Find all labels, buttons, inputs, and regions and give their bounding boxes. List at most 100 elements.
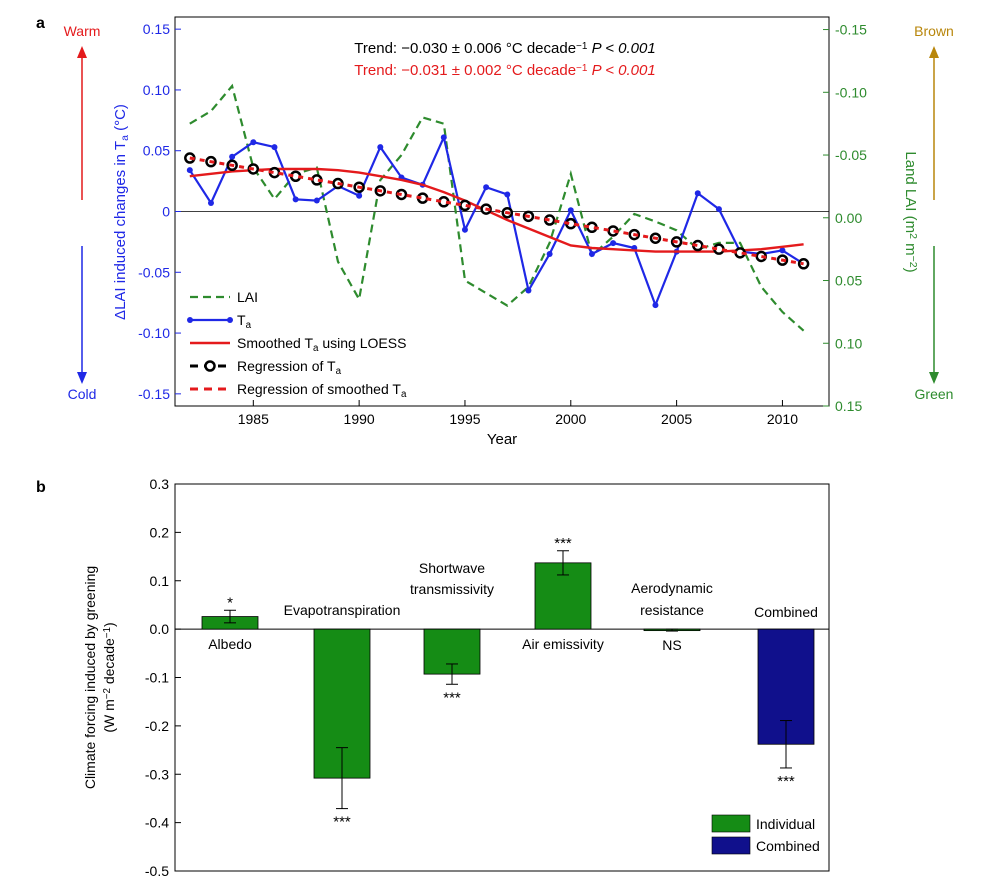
series-ta-point (207, 199, 214, 206)
legend-label-regression-smoothed: Regression of smoothed Ta (237, 381, 407, 400)
y-tick-label-b: 0.0 (150, 621, 170, 637)
legend-label-lai: LAI (237, 289, 258, 305)
category-label-shortwave-1: Shortwave (419, 560, 485, 576)
y-right-tick-label-a: -0.10 (835, 84, 867, 100)
series-ta-point (588, 251, 595, 258)
series-ta-point (694, 190, 701, 197)
legend-label-combined: Combined (756, 838, 820, 854)
panel-label-a: a (36, 15, 45, 32)
category-label-aerodynamic-2: resistance (640, 602, 704, 618)
y-tick-label-b: 0.1 (150, 573, 170, 589)
significance-3: *** (554, 535, 572, 552)
legend-swatch-individual (711, 814, 751, 833)
x-tick-label-a: 1995 (449, 411, 480, 427)
series-ta-point (229, 153, 236, 160)
legend-swatch-combined (711, 836, 751, 855)
x-tick-label-a: 1985 (238, 411, 269, 427)
y-right-tick-label-a: -0.15 (835, 22, 867, 38)
green-arrowhead (929, 372, 939, 384)
y-left-tick-label-a: -0.05 (138, 264, 170, 280)
trend-text-2: Trend: −0.031 ± 0.002 °C decade−1 P < 0.… (354, 62, 655, 79)
y-left-tick-label-a: -0.15 (138, 386, 170, 402)
green-label: Green (915, 386, 954, 402)
y-tick-label-b: 0.3 (150, 476, 170, 492)
cold-arrowhead (77, 372, 87, 384)
legend-label-ta: Ta (237, 312, 252, 331)
legend-label-smoothed: Smoothed Ta using LOESS (237, 335, 406, 354)
series-ta-point (504, 191, 511, 198)
y-axis-label-b: Climate forcing induced by greening (82, 566, 98, 789)
x-tick-label-a: 2000 (555, 411, 586, 427)
brown-label: Brown (914, 23, 954, 39)
y-tick-label-b: -0.4 (145, 815, 169, 831)
y-tick-label-b: 0.2 (150, 524, 170, 540)
x-tick-label-a: 1990 (344, 411, 375, 427)
significance-5: *** (777, 773, 795, 790)
warm-arrowhead (77, 46, 87, 58)
series-ta-point (186, 167, 193, 174)
series-ta-point (377, 144, 384, 151)
x-axis-label-a: Year (487, 431, 517, 448)
y-tick-label-b: -0.3 (145, 766, 169, 782)
category-label-shortwave-2: transmissivity (410, 581, 494, 597)
y-tick-label-b: -0.5 (145, 863, 169, 879)
category-label-albedo: Albedo (208, 636, 252, 652)
y-left-tick-label-a: 0.05 (143, 143, 170, 159)
series-ta-point (440, 134, 447, 141)
y-right-tick-label-a: 0.05 (835, 273, 862, 289)
series-ta-point (461, 226, 468, 233)
trend-text-1: Trend: −0.030 ± 0.006 °C decade−1 P < 0.… (354, 40, 655, 57)
y-axis-label-b-units: (W m−2 decade−1) (101, 622, 117, 732)
legend-swatch-ta-dot (187, 317, 193, 323)
y-right-tick-label-a: -0.05 (835, 147, 867, 163)
warm-label: Warm (64, 23, 101, 39)
x-tick-label-a: 2005 (661, 411, 692, 427)
significance-1: *** (333, 814, 351, 831)
y-tick-label-b: -0.2 (145, 718, 169, 734)
series-ta-line (188, 133, 805, 309)
y-left-tick-label-a: 0.15 (143, 21, 170, 37)
y-left-axis-label-a: ΔLAI induced changes in Ta (°C) (112, 104, 131, 320)
series-ta-point (271, 144, 278, 151)
legend-swatch-ta-dot (227, 317, 233, 323)
series-regression-smoothed-line (189, 156, 804, 266)
y-tick-label-b: -0.1 (145, 670, 169, 686)
y-left-tick-label-a: 0.10 (143, 82, 170, 98)
series-ta-point (567, 207, 574, 214)
significance-4: NS (662, 637, 681, 653)
series-ta-point (610, 240, 617, 247)
panel-b-bar-chart: 0.3 0.2 0.1 0.0 -0.1 -0.2 -0.3 -0.4 -0.5 Climate … (82, 476, 830, 879)
y-right-axis-label-a: Land LAI (m2 m−2) (902, 151, 919, 272)
series-ta-point (779, 247, 786, 254)
series-lai-line (189, 83, 805, 332)
series-ta-point (546, 251, 553, 258)
series-ta-point (483, 184, 490, 191)
series-ta-point (292, 196, 299, 203)
category-label-aerodynamic-1: Aerodynamic (631, 580, 713, 596)
significance-0: * (227, 594, 233, 611)
y-right-tick-label-a: 0.00 (835, 210, 862, 226)
series-ta-point (652, 302, 659, 309)
legend-label-regression: Regression of Ta (237, 358, 342, 377)
brown-arrowhead (929, 46, 939, 58)
cold-label: Cold (68, 386, 97, 402)
series-smoothed-line (189, 167, 804, 253)
legend-label-individual: Individual (756, 816, 815, 832)
series-ta-point (313, 197, 320, 204)
series-ta-point (250, 139, 257, 146)
series-ta-point (715, 206, 722, 213)
panel-label-b: b (36, 479, 46, 496)
series-ta-point (525, 287, 532, 294)
plot-frame-b (174, 483, 830, 872)
panel-a-line-chart: 1985 1990 1995 2000 2005 2010 Year 0.15 0.10 0.05… (64, 16, 954, 448)
x-tick-label-a: 2010 (767, 411, 798, 427)
category-label-combined: Combined (754, 604, 818, 620)
legend-swatch-regression-circle (204, 360, 216, 372)
category-label-air-emissivity: Air emissivity (522, 636, 604, 652)
significance-2: *** (443, 689, 461, 706)
y-right-tick-label-a: 0.10 (835, 335, 862, 351)
y-left-tick-label-a: 0 (162, 204, 170, 220)
y-left-tick-label-a: -0.10 (138, 325, 170, 341)
category-label-evapotranspiration: Evapotranspiration (284, 602, 401, 618)
